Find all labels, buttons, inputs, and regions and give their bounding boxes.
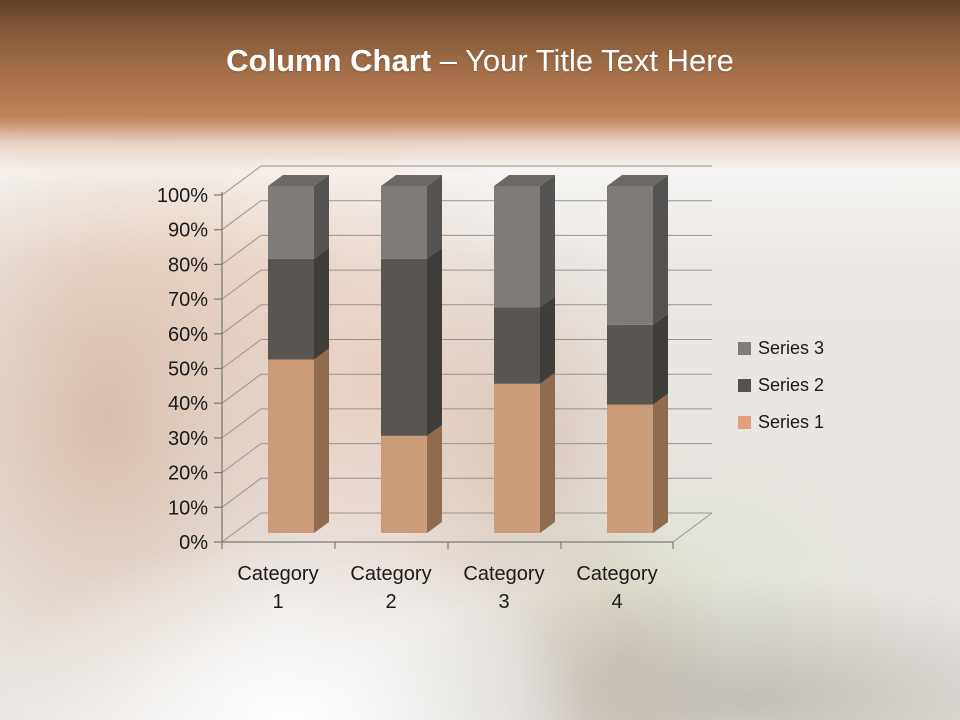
grid-line-wall: [221, 200, 262, 231]
legend-label: Series 1: [758, 412, 825, 432]
bar-top-face: [494, 175, 555, 186]
category-label: Category: [350, 563, 431, 585]
y-tick-label: 60%: [168, 324, 208, 346]
category-label: Category: [576, 563, 657, 585]
y-tick-label: 90%: [168, 220, 208, 242]
bar-segment-series-1-cat3: [494, 383, 540, 533]
legend-swatch-series-1: [738, 416, 751, 429]
bar-segment-series-2-cat2: [381, 258, 427, 436]
category-label: 3: [498, 591, 509, 613]
y-tick-label: 40%: [168, 393, 208, 415]
slide-title-bold: Column Chart: [226, 43, 432, 78]
grid-line-wall: [221, 477, 262, 508]
y-tick-label: 30%: [168, 428, 208, 450]
y-tick-label: 10%: [168, 497, 208, 519]
grid-line-wall: [221, 304, 262, 335]
bar-segment-series-2-cat1: [268, 258, 314, 360]
bar-side-series-2: [653, 313, 668, 405]
legend-swatch-series-3: [738, 342, 751, 355]
bar-side-series-2: [427, 247, 442, 436]
slide-title-light: – Your Title Text Here: [439, 43, 734, 78]
bar-side-series-3: [653, 175, 668, 325]
category-label: Category: [237, 563, 318, 585]
bar-side-series-1: [540, 372, 555, 533]
header-band: [0, 0, 960, 172]
legend-label: Series 3: [758, 338, 825, 358]
bar-top-face: [268, 175, 329, 186]
legend-swatch-series-2: [738, 379, 751, 392]
bar-segment-series-1-cat4: [607, 404, 653, 533]
y-tick-label: 0%: [179, 532, 208, 554]
grid-line-wall: [221, 165, 262, 196]
legend-row: Series 3: [738, 330, 824, 367]
bar-side-series-1: [653, 393, 668, 533]
y-tick-label: 80%: [168, 254, 208, 276]
bar-side-series-3: [540, 175, 555, 308]
legend-row: Series 2: [738, 367, 824, 404]
y-tick-label: 20%: [168, 463, 208, 485]
grid-line-wall: [221, 234, 262, 265]
bar-side-series-2: [540, 296, 555, 384]
chart-legend: Series 3 Series 2 Series 1: [738, 330, 824, 441]
grid-line-wall: [221, 512, 262, 543]
slide-title: Column Chart – Your Title Text Here: [0, 42, 960, 80]
category-label: 4: [611, 591, 622, 613]
bar-segment-series-3-cat2: [381, 186, 427, 259]
legend-label: Series 2: [758, 375, 825, 395]
bar-side-series-3: [427, 175, 442, 259]
bar-side-series-2: [314, 247, 329, 360]
bar-segment-series-1-cat1: [268, 359, 314, 533]
bar-side-series-1: [314, 348, 329, 533]
bar-top-face: [381, 175, 442, 186]
bar-segment-series-3-cat1: [268, 186, 314, 259]
bar-segment-series-2-cat3: [494, 307, 540, 384]
grid-line-wall: [221, 443, 262, 474]
bar-segment-series-3-cat4: [607, 186, 653, 325]
category-label: 2: [385, 591, 396, 613]
grid-line-wall: [221, 339, 262, 369]
floor-right-edge: [672, 512, 713, 543]
y-tick-label: 50%: [168, 359, 208, 381]
bar-segment-series-2-cat4: [607, 324, 653, 405]
grid-line-wall: [221, 408, 262, 439]
grid-line-wall: [221, 269, 262, 300]
bar-segment-series-3-cat3: [494, 186, 540, 308]
bar-side-series-3: [314, 175, 329, 259]
y-tick-label: 70%: [168, 289, 208, 311]
grid-line-wall: [221, 373, 262, 404]
bar-segment-series-1-cat2: [381, 435, 427, 533]
category-label: Category: [463, 563, 544, 585]
category-label: 1: [272, 591, 283, 613]
legend-row: Series 1: [738, 404, 824, 441]
bar-side-series-1: [427, 424, 442, 533]
bar-top-face: [607, 175, 668, 186]
y-tick-label: 100%: [157, 185, 208, 207]
